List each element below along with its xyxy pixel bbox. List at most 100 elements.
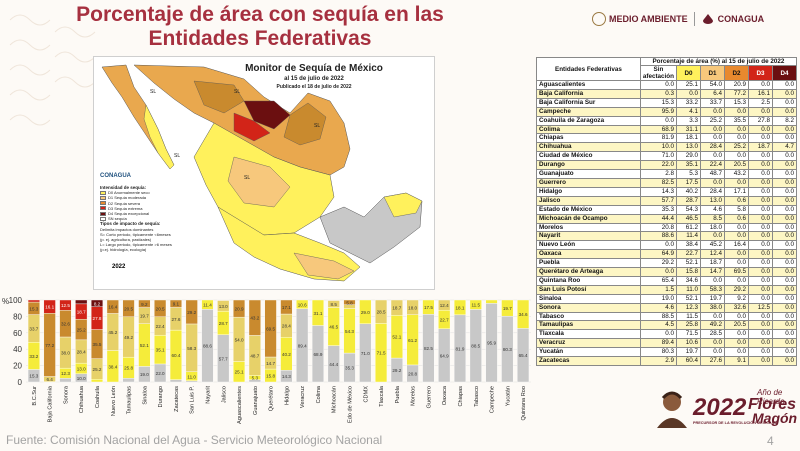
table-row: Durango 22.0 35.1 22.4 20.5 0.0 0.0 bbox=[536, 160, 797, 171]
bar-value-label: 33.7 bbox=[29, 326, 38, 331]
table-cell-value: 8.5 bbox=[700, 213, 725, 224]
table-cell-value: 0.0 bbox=[724, 249, 749, 260]
table-row: Nayarit 88.6 11.4 0.0 0.0 0.0 0.0 bbox=[536, 231, 797, 242]
table-row: Quintana Roo 65.4 34.6 0.0 0.0 0.0 0.0 bbox=[536, 275, 797, 286]
bar-value-label: 44.4 bbox=[329, 362, 338, 367]
table-cell-value: 0.0 bbox=[700, 177, 725, 188]
bar-segment bbox=[469, 299, 482, 310]
map-region-baja-sur bbox=[143, 104, 175, 170]
table-cell-value: 18.1 bbox=[676, 133, 701, 144]
medio-ambiente-logo: MEDIO AMBIENTE bbox=[592, 12, 688, 26]
table-cell-value: 10.6 bbox=[676, 338, 701, 349]
table-cell-value: 0.0 bbox=[748, 338, 773, 349]
table-cell-entity: Tamaulipas bbox=[536, 320, 641, 331]
table-cell-value: 12.3 bbox=[676, 302, 701, 313]
bar-value-label: 20.5 bbox=[124, 306, 133, 311]
table-row: Guanajuato 2.8 5.3 48.7 43.2 0.0 0.0 bbox=[536, 169, 797, 179]
table-cell-value: 0.0 bbox=[724, 311, 749, 322]
bar-value-label: 22.4 bbox=[156, 324, 165, 329]
table-row: Ciudad de México 71.0 29.0 0.0 0.0 0.0 0.0 bbox=[536, 151, 797, 162]
table-cell-value: 0.0 bbox=[748, 160, 773, 171]
table-cell-entity: Chiapas bbox=[536, 133, 641, 144]
bar-value-label: 8.2 bbox=[94, 301, 101, 306]
table-cell-value: 0.0 bbox=[700, 133, 725, 144]
table-cell-value: 0.0 bbox=[748, 249, 773, 260]
table-cell-value: 0.0 bbox=[724, 275, 749, 286]
table-cell-value: 11.4 bbox=[676, 231, 701, 242]
table-cell-value: 28.4 bbox=[700, 186, 725, 197]
table-cell-value: 14.3 bbox=[639, 186, 678, 197]
table-cell-value: 0.0 bbox=[748, 106, 773, 117]
impact-line: Delimita impactos dominantes bbox=[100, 226, 154, 232]
table-cell-value: 0.0 bbox=[748, 311, 773, 322]
page-title: Porcentaje de área con sequía en las Ent… bbox=[0, 3, 520, 51]
bar-segment bbox=[169, 299, 182, 308]
bar-value-label: 15.8 bbox=[266, 374, 275, 379]
table-cell-value: 77.2 bbox=[724, 88, 749, 99]
header-logos: MEDIO AMBIENTE CONAGUA bbox=[592, 12, 764, 26]
y-tick-label: 20 bbox=[13, 362, 22, 371]
table-row: Colima 68.9 31.1 0.0 0.0 0.0 0.0 bbox=[536, 124, 797, 135]
bar-value-label: 71.5 bbox=[377, 351, 386, 356]
x-tick-label: Tabasco bbox=[474, 386, 480, 407]
title-line-2: Entidades Federativas bbox=[148, 27, 372, 50]
table-cell-entity: Ciudad de México bbox=[536, 151, 641, 162]
year-logo-name2: Magón bbox=[752, 410, 798, 426]
bar-segment bbox=[438, 299, 451, 311]
table-cell-entity: Colima bbox=[536, 124, 641, 135]
table-cell-value: 0.0 bbox=[772, 302, 797, 313]
map-label-sl: SL bbox=[244, 175, 250, 181]
x-tick-label: Nuevo León bbox=[111, 386, 117, 416]
bar-value-label: 8.5 bbox=[331, 302, 338, 307]
table-cell-value: 0.0 bbox=[724, 338, 749, 349]
table-cell-value: 27.8 bbox=[748, 115, 773, 126]
map-region-center-d1 bbox=[227, 156, 291, 208]
bar-value-label: 16.4 bbox=[108, 305, 117, 310]
page-number: 4 bbox=[767, 434, 774, 448]
table-cell-value: 0.0 bbox=[772, 177, 797, 188]
bar-value-label: 64.9 bbox=[440, 353, 449, 358]
y-tick-label: 60 bbox=[13, 329, 22, 338]
table-cell-value: 0.0 bbox=[748, 356, 773, 366]
legend-item: D2 Sequía severa bbox=[100, 201, 212, 206]
table-cell-entity: Chihuahua bbox=[536, 142, 641, 153]
legend-swatch-icon bbox=[100, 211, 106, 216]
impact-title: Tipos de impacto de sequía: bbox=[100, 221, 161, 227]
table-cell-value: 38.0 bbox=[700, 302, 725, 313]
bar-value-label: 9.2 bbox=[141, 302, 148, 307]
table-cell-value: 4.7 bbox=[772, 142, 797, 153]
table-cell-entity: Quintana Roo bbox=[536, 275, 641, 286]
table-row: Tlaxcala 0.0 71.5 28.5 0.0 0.0 0.0 bbox=[536, 329, 797, 340]
table-cell-value: 0.0 bbox=[772, 284, 797, 295]
table-cell-value: 0.0 bbox=[772, 222, 797, 233]
table-cell-value: 0.0 bbox=[748, 329, 773, 340]
logo-divider bbox=[693, 12, 695, 26]
bar-segment bbox=[233, 299, 246, 318]
table-cell-value: 81.9 bbox=[639, 133, 678, 144]
table-cell-value: 52.1 bbox=[676, 258, 701, 269]
table-cell-entity: Tlaxcala bbox=[536, 329, 641, 340]
bar-segment bbox=[485, 299, 498, 304]
bar-segment bbox=[390, 299, 403, 316]
bar-value-label: 5.3 bbox=[252, 376, 259, 381]
table-cell-entity: Estado de México bbox=[536, 204, 641, 215]
bar-value-label: 28.5 bbox=[377, 310, 386, 315]
bar-value-label: 35.1 bbox=[156, 348, 165, 353]
bar-value-label: 35.5 bbox=[93, 342, 102, 347]
table-cell-value: 0.0 bbox=[772, 320, 797, 331]
table-cell-entity: Durango bbox=[536, 160, 641, 171]
x-tick-label: Yucatán bbox=[505, 386, 511, 406]
table-cell-value: 29.0 bbox=[676, 151, 701, 162]
bar-value-label: 28.7 bbox=[219, 321, 228, 326]
table-cell-value: 17.5 bbox=[676, 177, 701, 188]
table-cell-value: 12.5 bbox=[748, 302, 773, 313]
bar-segment bbox=[501, 299, 514, 317]
bar-value-label: 14.3 bbox=[282, 374, 291, 379]
bar-value-label: 11.0 bbox=[187, 374, 196, 379]
year-logo-name: Flores bbox=[748, 396, 797, 413]
table-cell-value: 40.2 bbox=[676, 186, 701, 197]
bar-value-label: 12.5 bbox=[61, 303, 70, 308]
map-published: Publicado el 18 de julio de 2022 bbox=[276, 84, 352, 90]
table-cell-entity: Zacatecas bbox=[536, 356, 641, 366]
